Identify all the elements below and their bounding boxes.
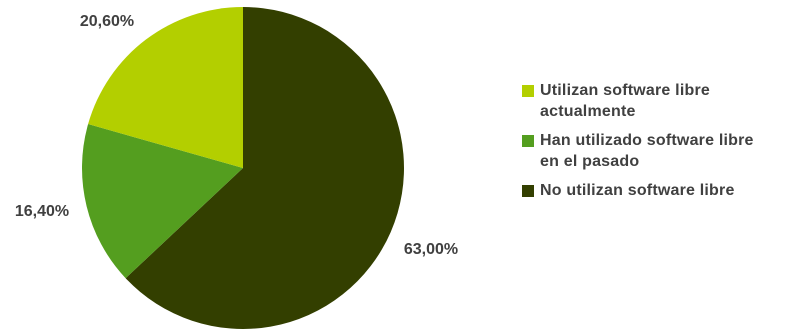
pie-data-labels: 63,00% 16,40% 20,60% xyxy=(15,13,458,258)
data-label-past-users: 16,40% xyxy=(15,203,69,220)
legend-swatch xyxy=(522,185,534,197)
legend-item-non-users: No utilizan software libre xyxy=(522,180,797,201)
legend-label: No utilizan software libre xyxy=(540,182,735,199)
legend-item-current-users: Utilizan software libre actualmente xyxy=(522,80,797,122)
pie-slices xyxy=(82,7,404,329)
legend-label: Han utilizado software libre xyxy=(540,132,754,149)
legend-label-continued: actualmente xyxy=(540,103,636,120)
legend-label: Utilizan software libre xyxy=(540,82,710,99)
pie-slice-non-users xyxy=(125,7,404,329)
legend-label-continued: en el pasado xyxy=(540,153,640,170)
pie-slice-current-users xyxy=(88,7,243,168)
data-label-current-users: 20,60% xyxy=(80,13,134,30)
legend-item-past-users: Han utilizado software libre en el pasad… xyxy=(522,130,797,172)
data-label-non-users: 63,00% xyxy=(404,241,458,258)
chart-legend: Utilizan software libre actualmente Han … xyxy=(522,80,797,209)
legend-swatch xyxy=(522,135,534,147)
pie-slice-past-users xyxy=(82,124,243,279)
legend-swatch xyxy=(522,85,534,97)
